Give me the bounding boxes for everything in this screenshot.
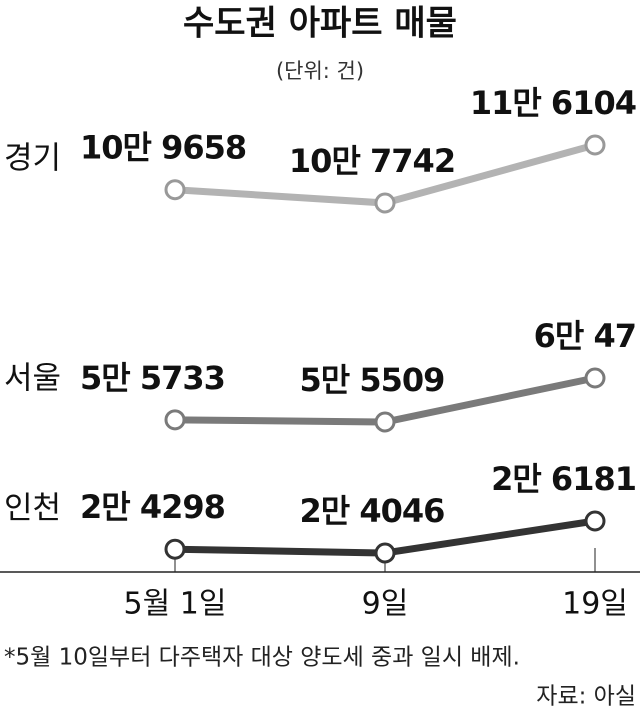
data-label: 11만 6104 bbox=[470, 84, 636, 122]
data-label: 10만 7742 bbox=[289, 142, 455, 180]
x-tick-label: 5월 1일 bbox=[124, 587, 227, 622]
series-name: 인천 bbox=[4, 491, 61, 527]
x-tick-label: 9일 bbox=[362, 587, 409, 622]
data-label: 5만 5733 bbox=[80, 359, 225, 397]
chart-title: 수도권 아파트 매물 bbox=[183, 4, 457, 44]
source: 자료: 아실 bbox=[536, 684, 636, 710]
point bbox=[374, 192, 396, 214]
series-name: 경기 bbox=[4, 141, 61, 177]
data-label: 10만 9658 bbox=[80, 129, 246, 167]
data-label: 2만 4298 bbox=[80, 488, 225, 526]
point bbox=[374, 542, 396, 564]
footnote: *5월 10일부터 다주택자 대상 양도세 중과 일시 배제. bbox=[4, 645, 520, 671]
point bbox=[164, 538, 186, 560]
data-label: 5만 5509 bbox=[300, 361, 445, 399]
data-label: 2만 6181 bbox=[491, 460, 636, 498]
point bbox=[374, 411, 396, 433]
data-label: 2만 4046 bbox=[300, 492, 445, 530]
point bbox=[164, 179, 186, 201]
x-tick-label: 19일 bbox=[562, 587, 628, 622]
point bbox=[584, 134, 606, 156]
unit-label: (단위: 건) bbox=[276, 59, 364, 83]
point bbox=[584, 367, 606, 389]
data-label: 6만 47 bbox=[534, 317, 636, 355]
series-name: 서울 bbox=[4, 361, 61, 397]
point bbox=[164, 409, 186, 431]
point bbox=[584, 510, 606, 532]
